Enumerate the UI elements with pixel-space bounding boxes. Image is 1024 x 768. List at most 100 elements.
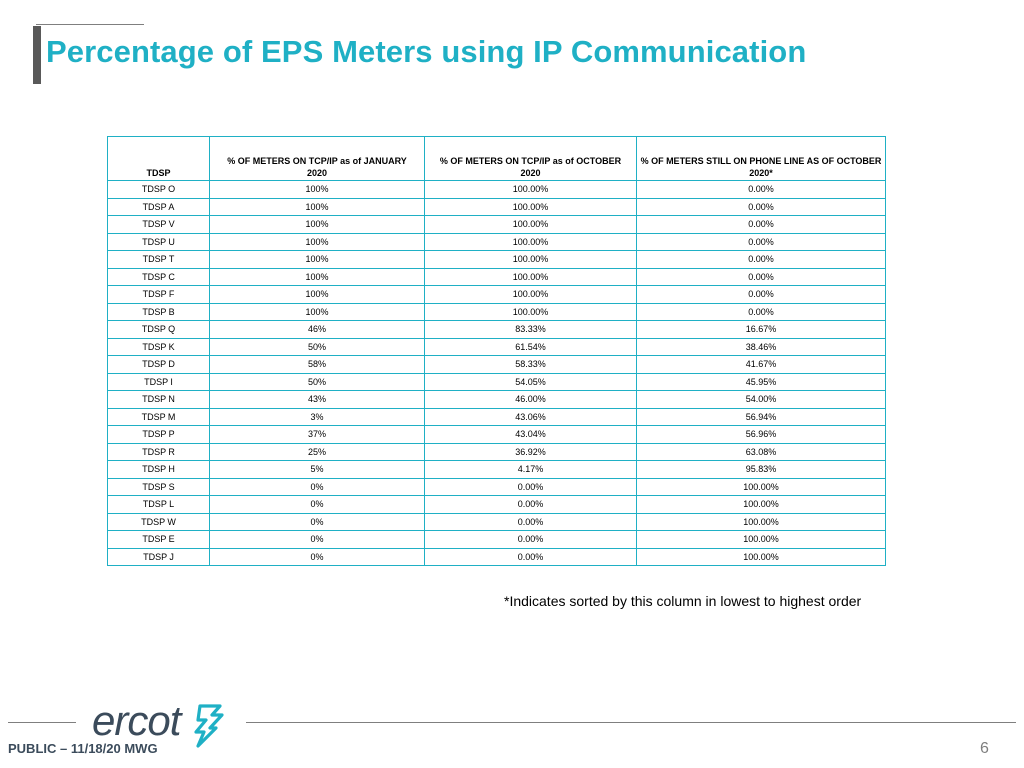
table-cell: 58% [209,355,425,374]
table-cell: 95.83% [636,460,886,479]
table-cell: 100% [209,267,425,286]
table-cell: 100.00% [424,232,637,251]
table-cell: 100% [209,250,425,269]
table-cell: 5% [209,460,425,479]
table-cell: TDSP V [107,215,210,234]
table-cell: TDSP M [107,407,210,426]
meters-table: TDSP % OF METERS ON TCP/IP as of JANUARY… [107,136,886,566]
table-cell: TDSP A [107,197,210,216]
table-cell: 100.00% [424,250,637,269]
table-row: TDSP B 100% 100.00% 0.00% [107,302,886,321]
table-cell: 46.00% [424,390,637,409]
table-row: TDSP W 0% 0.00% 100.00% [107,512,886,531]
table-cell: 3% [209,407,425,426]
table-cell: 63.08% [636,442,886,461]
table-row: TDSP N 43% 46.00% 54.00% [107,390,886,409]
table-cell: 100% [209,180,425,199]
page-number: 6 [980,740,989,757]
table-row: TDSP J 0% 0.00% 100.00% [107,547,886,566]
table-cell: 100.00% [636,547,886,566]
table-cell: 0% [209,495,425,514]
header-tdsp: TDSP [107,136,210,181]
table-cell: TDSP C [107,267,210,286]
footer-divider-right [246,722,1016,723]
table-row: TDSP A 100% 100.00% 0.00% [107,197,886,216]
table-cell: 0.00% [636,197,886,216]
table-cell: TDSP L [107,495,210,514]
table-row: TDSP D 58% 58.33% 41.67% [107,355,886,374]
header-phone-line-october-2020: % OF METERS STILL ON PHONE LINE AS OF OC… [636,136,886,181]
table-cell: 36.92% [424,442,637,461]
table-cell: 43% [209,390,425,409]
table-cell: 100.00% [636,530,886,549]
table-cell: 100.00% [424,267,637,286]
table-cell: TDSP K [107,337,210,356]
table-cell: 0.00% [636,285,886,304]
table-cell: 100% [209,232,425,251]
table-cell: TDSP D [107,355,210,374]
table-cell: TDSP Q [107,320,210,339]
footnote: *Indicates sorted by this column in lowe… [504,593,862,609]
table-cell: 100.00% [636,477,886,496]
table-cell: TDSP H [107,460,210,479]
table-cell: 100.00% [424,285,637,304]
table-cell: 45.95% [636,372,886,391]
table-cell: 58.33% [424,355,637,374]
table-cell: 0% [209,512,425,531]
table-row: TDSP H 5% 4.17% 95.83% [107,460,886,479]
table-row: TDSP R 25% 36.92% 63.08% [107,442,886,461]
table-cell: 0.00% [636,250,886,269]
table-cell: TDSP R [107,442,210,461]
title-accent-bar [33,26,41,84]
table-cell: TDSP I [107,372,210,391]
table-cell: 100.00% [424,302,637,321]
table-cell: 0.00% [636,215,886,234]
table-body: TDSP O 100% 100.00% 0.00% TDSP A 100% 100.00% 0… [107,180,886,566]
table-cell: TDSP O [107,180,210,199]
header-october-2020: % OF METERS ON TCP/IP as of OCTOBER 2020 [424,136,637,181]
table-row: TDSP U 100% 100.00% 0.00% [107,232,886,251]
table-cell: TDSP F [107,285,210,304]
table-row: TDSP K 50% 61.54% 38.46% [107,337,886,356]
table-cell: 46% [209,320,425,339]
table-cell: 0% [209,530,425,549]
table-cell: 41.67% [636,355,886,374]
table-cell: 0.00% [424,477,637,496]
table-cell: 0.00% [424,495,637,514]
table-row: TDSP M 3% 43.06% 56.94% [107,407,886,426]
table-cell: 100.00% [424,180,637,199]
table-cell: 4.17% [424,460,637,479]
lightning-bolt-icon [194,704,224,748]
table-row: TDSP V 100% 100.00% 0.00% [107,215,886,234]
table-cell: 0.00% [636,267,886,286]
table-cell: 0.00% [424,547,637,566]
table-cell: 100.00% [636,495,886,514]
logo-wordmark: ercot [92,697,181,744]
table-row: TDSP L 0% 0.00% 100.00% [107,495,886,514]
table-cell: TDSP J [107,547,210,566]
table-row: TDSP Q 46% 83.33% 16.67% [107,320,886,339]
table-cell: 100% [209,197,425,216]
table-cell: 0.00% [424,512,637,531]
table-cell: TDSP W [107,512,210,531]
table-cell: TDSP N [107,390,210,409]
table-cell: TDSP S [107,477,210,496]
table-cell: 0.00% [424,530,637,549]
table-cell: 100% [209,302,425,321]
table-row: TDSP T 100% 100.00% 0.00% [107,250,886,269]
table-cell: 0% [209,477,425,496]
table-cell: 100% [209,215,425,234]
table-cell: 61.54% [424,337,637,356]
footer-divider-left [8,722,76,723]
table-cell: 0.00% [636,180,886,199]
table-cell: 83.33% [424,320,637,339]
table-cell: TDSP E [107,530,210,549]
table-cell: 0.00% [636,302,886,321]
footer-label: PUBLIC – 11/18/20 MWG [8,741,158,756]
table-cell: 56.96% [636,425,886,444]
table-cell: TDSP P [107,425,210,444]
table-cell: 25% [209,442,425,461]
table-cell: 37% [209,425,425,444]
table-cell: 100.00% [424,215,637,234]
top-rule [36,24,144,25]
